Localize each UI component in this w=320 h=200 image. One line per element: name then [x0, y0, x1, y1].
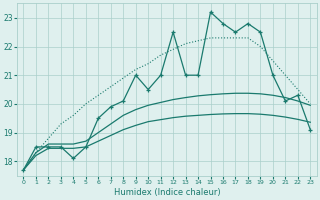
X-axis label: Humidex (Indice chaleur): Humidex (Indice chaleur)	[114, 188, 220, 197]
